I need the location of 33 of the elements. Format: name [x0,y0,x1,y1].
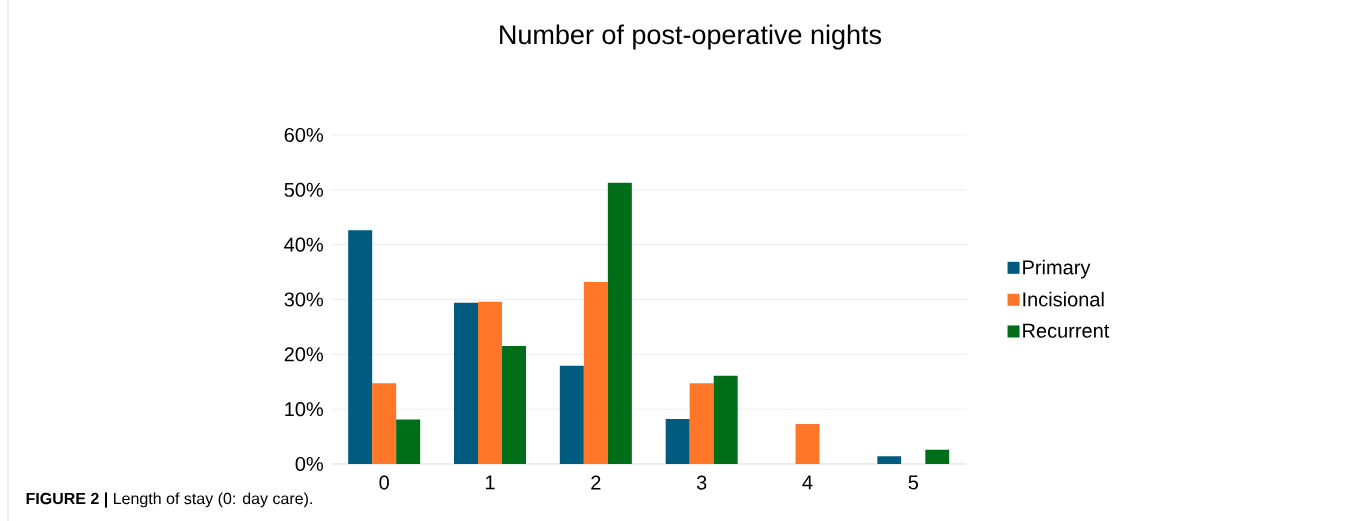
y-tick-label: 50% [284,182,324,197]
bar [454,302,479,464]
x-tick-label: 5 [908,475,919,490]
y-tick-label: 30% [284,292,324,307]
x-tick-label: 4 [802,475,813,490]
x-tick-label: 2 [591,475,601,490]
y-tick-label: 20% [284,347,324,362]
y-tick-label: 40% [284,237,324,252]
chart-title: Number of post-operative nights [500,24,882,50]
bar [583,281,608,464]
bar [478,301,503,464]
bar [795,423,820,464]
bar [689,383,714,464]
bar [396,419,421,464]
bar [502,346,527,464]
legend-label: Recurrent [1023,323,1110,338]
x-tick-label: 3 [696,475,707,490]
x-tick-label: 1 [485,475,495,490]
bar [348,230,373,464]
x-tick-label: 0 [379,475,389,490]
y-tick-label: 10% [285,402,324,417]
bar [607,182,632,464]
bar [665,419,690,464]
legend-label: Incisional [1023,291,1104,307]
legend-label: Primary [1023,259,1091,279]
y-tick-label: 60% [284,127,324,143]
y-tick-label: 0% [295,456,324,472]
bar [877,456,902,464]
bar [559,365,584,464]
bar [925,449,950,464]
text: FIGURE 2 | Length of stay (0: day care). [26,492,312,508]
bar [372,383,397,464]
bar [713,375,738,464]
